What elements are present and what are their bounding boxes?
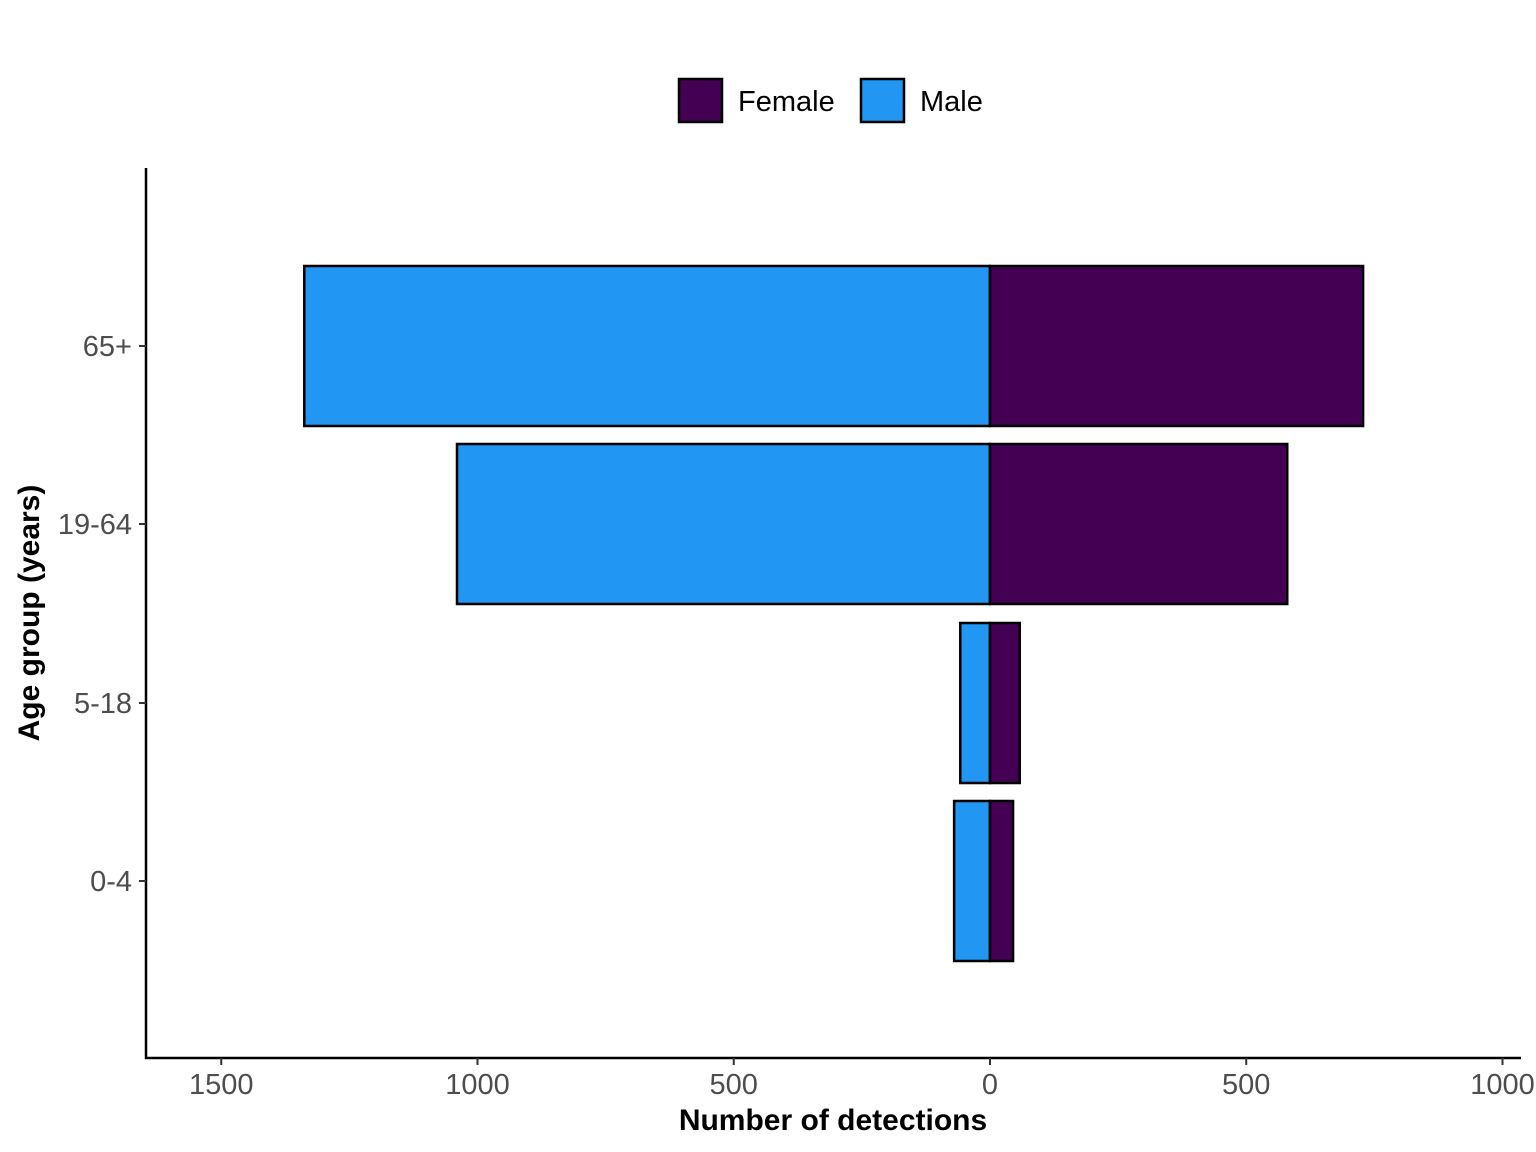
- y-tick-label: 19-64: [58, 509, 132, 541]
- legend: Female Male: [677, 77, 983, 124]
- y-tick-label: 65+: [83, 331, 132, 363]
- x-tick-label: 1000: [445, 1069, 510, 1101]
- x-tick-label: 1000: [1470, 1069, 1535, 1101]
- bar-male-19-64: [455, 442, 992, 606]
- x-tick-label: 500: [710, 1069, 758, 1101]
- y-tick-label: 0-4: [90, 866, 132, 898]
- x-ticks-layer: 1500 1000 500 0 500 1000: [189, 1058, 1535, 1101]
- y-axis-title: Age group (years): [13, 485, 46, 742]
- x-tick-label: 500: [1222, 1069, 1270, 1101]
- bar-female-19-64: [988, 442, 1289, 606]
- bar-male-0-4: [952, 799, 992, 963]
- bar-female-0-4: [988, 799, 1015, 963]
- bars-layer: [303, 264, 1365, 963]
- legend-swatch-male: [859, 77, 906, 124]
- bar-female-65+: [988, 264, 1365, 428]
- bar-female-5-18: [988, 621, 1021, 785]
- legend-swatch-female: [677, 77, 724, 124]
- x-tick-label: 1500: [189, 1069, 254, 1101]
- bar-male-65+: [303, 264, 992, 428]
- legend-label-male: Male: [920, 86, 983, 118]
- x-axis-title: Number of detections: [679, 1104, 987, 1137]
- legend-label-female: Female: [738, 86, 835, 118]
- y-tick-label: 5-18: [74, 688, 132, 720]
- bar-male-5-18: [959, 621, 992, 785]
- y-ticks-layer: 0-4 5-18 19-64 65+: [58, 331, 146, 898]
- x-tick-label: 0: [982, 1069, 998, 1101]
- axes-layer: [144, 168, 1521, 1060]
